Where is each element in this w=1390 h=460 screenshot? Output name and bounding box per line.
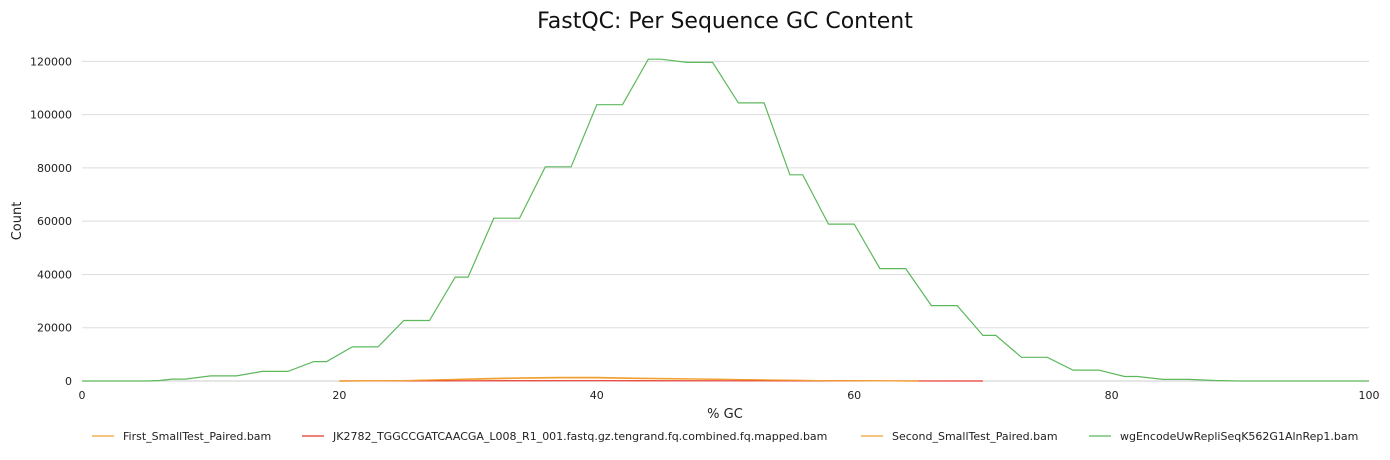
y-tick-label: 40000 <box>37 268 72 281</box>
y-axis-title: Count <box>10 202 25 241</box>
y-tick-label: 60000 <box>37 215 72 228</box>
legend-item-label[interactable]: wgEncodeUwRepliSeqK562G1AlnRep1.bam <box>1120 430 1358 443</box>
x-tick-label: 80 <box>1105 389 1119 402</box>
chart-title: FastQC: Per Sequence GC Content <box>537 9 913 34</box>
series-line-3 <box>339 376 919 382</box>
x-tick-label: 40 <box>590 389 604 402</box>
series-line-4 <box>82 58 1369 382</box>
legend: First_SmallTest_Paired.bam JK2782_TGGCCGA… <box>92 430 1358 443</box>
x-tick-label: 20 <box>332 389 346 402</box>
y-tick-label: 20000 <box>37 322 72 335</box>
legend-item-label[interactable]: JK2782_TGGCCGATCAACGA_L008_R1_001.fastq.… <box>332 430 827 443</box>
x-tick-label: 60 <box>847 389 861 402</box>
y-tick-label: 0 <box>65 375 72 388</box>
series-lines <box>82 58 1369 382</box>
axes: 0 20000 40000 60000 80000 100000 120000 0 20 40 60… <box>30 55 1380 402</box>
grid-lines <box>82 60 1369 329</box>
y-tick-label: 80000 <box>37 162 72 175</box>
y-tick-label: 120000 <box>30 55 72 68</box>
x-tick-label: 0 <box>79 389 86 402</box>
legend-item-label[interactable]: Second_SmallTest_Paired.bam <box>892 430 1058 443</box>
legend-item-label[interactable]: First_SmallTest_Paired.bam <box>123 430 271 443</box>
x-axis-title: % GC <box>707 407 743 422</box>
x-tick-label: 100 <box>1359 389 1380 402</box>
y-tick-label: 100000 <box>30 109 72 122</box>
